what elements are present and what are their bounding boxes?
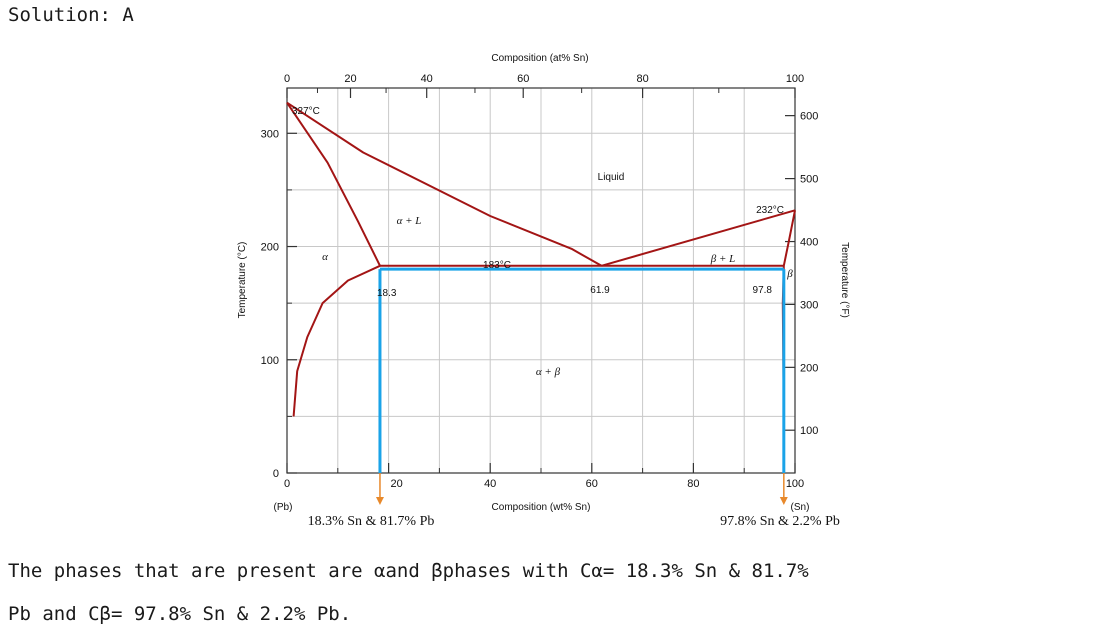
melting-point-sn-label: 232°C <box>756 205 784 216</box>
pb-end-label: (Pb) <box>274 502 293 513</box>
y-axis-title: Temperature (°C) <box>237 242 248 319</box>
x-tick-label: 60 <box>586 478 598 490</box>
phase-label-liquid: Liquid <box>598 172 625 183</box>
y2-tick-label: 300 <box>800 299 818 311</box>
top-tick-label: 20 <box>344 73 356 85</box>
drop-arrow-head-0 <box>375 497 384 505</box>
phase-boundary-1 <box>292 264 381 417</box>
y-tick-label: 100 <box>261 355 279 367</box>
phase-boundary-3 <box>601 209 796 267</box>
phase-boundary-2 <box>286 101 602 267</box>
eutectic-temp-label: 183°C <box>483 260 511 271</box>
x-tick-label: 80 <box>687 478 699 490</box>
y2-tick-label: 200 <box>800 362 818 374</box>
drop-arrow-head-1 <box>779 497 788 505</box>
axis-ticks: 0 20 40 60 80 100 0 20 40 60 80 100 0 100 200 300 100 200… <box>261 73 819 490</box>
top-tick-label: 60 <box>517 73 529 85</box>
top-tick-label: 100 <box>786 73 804 85</box>
y2-tick-label: 100 <box>800 425 818 437</box>
y2-tick-label: 400 <box>800 237 818 249</box>
x-tick-label: 40 <box>484 478 496 490</box>
phase-label-alpha: α <box>322 251 328 263</box>
explanation-line-1: The phases that are present are αand βph… <box>8 560 809 582</box>
top-tick-label: 40 <box>421 73 433 85</box>
x-axis-title: Composition (wt% Sn) <box>492 502 591 513</box>
melting-point-pb-label: 327°C <box>292 106 320 117</box>
phase-boundary-0 <box>286 102 381 267</box>
y2-axis-title: Temperature (°F) <box>839 242 850 318</box>
phase-label-alpha-beta: α + β <box>536 366 561 378</box>
x-tick-label: 0 <box>284 478 290 490</box>
phase-label-beta-l: β + L <box>710 253 736 265</box>
solution-heading: Solution: A <box>8 4 134 26</box>
composition-label-beta: 97.8 <box>753 285 773 296</box>
y-tick-label: 300 <box>261 128 279 140</box>
explanation-text: The phases that are present are αand βph… <box>8 550 809 636</box>
composition-label-alpha: 18.3 <box>377 288 397 299</box>
y-tick-label: 0 <box>273 468 279 480</box>
top-axis-title: Composition (at% Sn) <box>491 53 588 64</box>
y2-tick-label: 600 <box>800 111 818 123</box>
y2-tick-label: 500 <box>800 174 818 186</box>
top-tick-label: 0 <box>284 73 290 85</box>
x-tick-label: 20 <box>390 478 402 490</box>
chart-grid <box>286 88 796 474</box>
annotation-c-beta: 97.8% Sn & 2.2% Pb <box>720 514 840 529</box>
top-tick-label: 80 <box>636 73 648 85</box>
y-tick-label: 200 <box>261 242 279 254</box>
sn-end-label: (Sn) <box>791 502 810 513</box>
tie-line-group <box>375 267 788 505</box>
explanation-line-2: Pb and Cβ= 97.8% Sn & 2.2% Pb. <box>8 603 352 625</box>
composition-label-eutectic: 61.9 <box>590 285 610 296</box>
phase-diagram: 0 20 40 60 80 100 0 20 40 60 80 100 0 100 200 300 100 200… <box>237 53 850 529</box>
x-tick-label: 100 <box>786 478 804 490</box>
phase-label-alpha-l: α + L <box>397 215 422 227</box>
annotation-c-alpha: 18.3% Sn & 81.7% Pb <box>308 514 435 529</box>
phase-label-beta: β <box>786 268 793 280</box>
